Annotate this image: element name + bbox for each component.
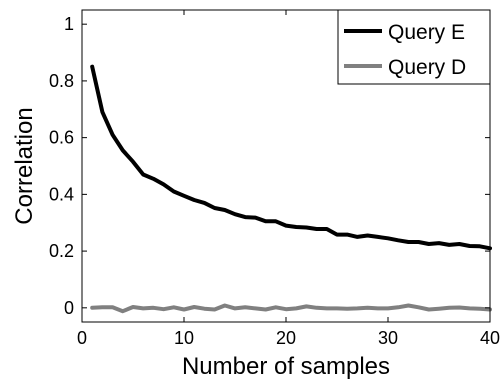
x-tick-label: 0 <box>77 328 87 348</box>
x-tick-label: 20 <box>276 328 296 348</box>
series-lines <box>90 64 492 314</box>
y-axis-label: Correlation <box>11 107 38 224</box>
legend-box <box>337 9 491 85</box>
legend-label: Query E <box>388 21 465 44</box>
x-tick-label: 10 <box>174 328 194 348</box>
y-tick-label: 0.8 <box>49 71 74 91</box>
x-axis-label: Number of samples <box>182 353 390 380</box>
axis-ticks: 0 10 20 30 40 0 0.2 0.4 0.6 0.8 1 <box>49 10 500 348</box>
series-line-query-d <box>90 303 492 314</box>
legend-label: Query D <box>388 56 466 79</box>
series-line-query-e <box>90 64 492 251</box>
y-tick-label: 1 <box>64 14 74 34</box>
x-tick-label: 30 <box>378 328 398 348</box>
y-tick-label: 0.2 <box>49 241 74 261</box>
x-tick-label: 40 <box>480 328 500 348</box>
y-tick-label: 0 <box>64 298 74 318</box>
legend: Query E Query D <box>337 9 491 85</box>
y-tick-label: 0.4 <box>49 184 74 204</box>
y-tick-label: 0.6 <box>49 128 74 148</box>
